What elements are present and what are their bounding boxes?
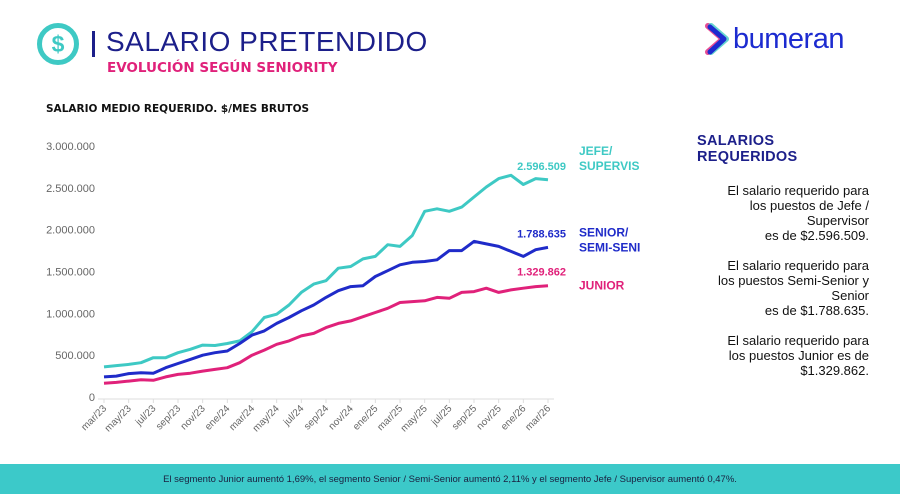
x-tick-label: nov/25 [475, 403, 504, 432]
x-tick-label: sep/23 [154, 403, 183, 432]
series-end-value: 1.329.862 [517, 267, 566, 279]
x-tick-label: may/24 [251, 403, 282, 434]
y-tick-label: 3.000.000 [46, 141, 95, 153]
side-panel-title: SALARIOS REQUERIDOS [697, 133, 798, 165]
series-legend-label: SUPERVISOR [579, 159, 640, 173]
y-tick-label: 2.000.000 [46, 225, 95, 237]
dollar-circle-icon: $ [36, 22, 80, 66]
x-tick-label: may/25 [399, 403, 430, 434]
series-line-0 [103, 173, 549, 369]
footer-text: El segmento Junior aumentó 1,69%, el seg… [163, 473, 737, 485]
series-legend-label: JUNIOR [579, 279, 625, 293]
footer-band: El segmento Junior aumentó 1,69%, el seg… [0, 464, 900, 494]
series-end-value: 1.788.635 [517, 228, 566, 240]
series-legend-label: SENIOR/ [579, 225, 629, 239]
chart-title: SALARIO MEDIO REQUERIDO. $/MES BRUTOS [46, 103, 310, 115]
y-tick-label: 1.000.000 [46, 308, 95, 320]
logo-text: bumeran [733, 22, 844, 55]
bumeran-logo: bumeran [705, 22, 844, 56]
y-tick-label: 2.500.000 [46, 183, 95, 195]
y-tick-label: 1.500.000 [46, 267, 95, 279]
x-tick-label: ene/25 [351, 403, 381, 433]
x-tick-label: ene/24 [203, 403, 233, 433]
series-legend-label: SEMI-SENIOR [579, 240, 640, 254]
series-line-1 [103, 239, 549, 379]
side-paragraph-senior: El salario requerido para los puestos Se… [717, 258, 869, 318]
series-legend-label: JEFE/ [579, 144, 613, 158]
series-line-2 [103, 284, 549, 385]
side-panel: SALARIOS REQUERIDOS El salario requerido… [640, 133, 869, 393]
page-subtitle: EVOLUCIÓN SEGÚN SENIORITY [107, 60, 338, 76]
bumeran-chevron-icon [705, 23, 729, 55]
side-paragraph-jefe: El salario requerido para los puestos de… [727, 183, 869, 243]
page-title: SALARIO PRETENDIDO [106, 26, 428, 57]
y-tick-label: 0 [89, 392, 95, 404]
x-tick-label: mar/26 [523, 403, 553, 433]
series-end-value: 2.596.509 [517, 161, 566, 173]
line-chart: 0 500.000 1.000.000 1.500.000 2.000.000 2.500… [46, 141, 640, 434]
side-paragraph-junior: El salario requerido para los puestos Ju… [727, 333, 869, 378]
x-tick-label: may/23 [103, 403, 134, 434]
x-tick-label: sep/25 [450, 403, 479, 432]
x-tick-label: nov/24 [327, 403, 356, 432]
title-divider [92, 31, 95, 57]
y-tick-label: 500.000 [55, 350, 95, 362]
x-tick-label: nov/23 [179, 403, 208, 432]
x-tick-label: sep/24 [302, 403, 331, 432]
svg-text:$: $ [52, 31, 65, 57]
x-tick-label: ene/26 [499, 403, 529, 433]
